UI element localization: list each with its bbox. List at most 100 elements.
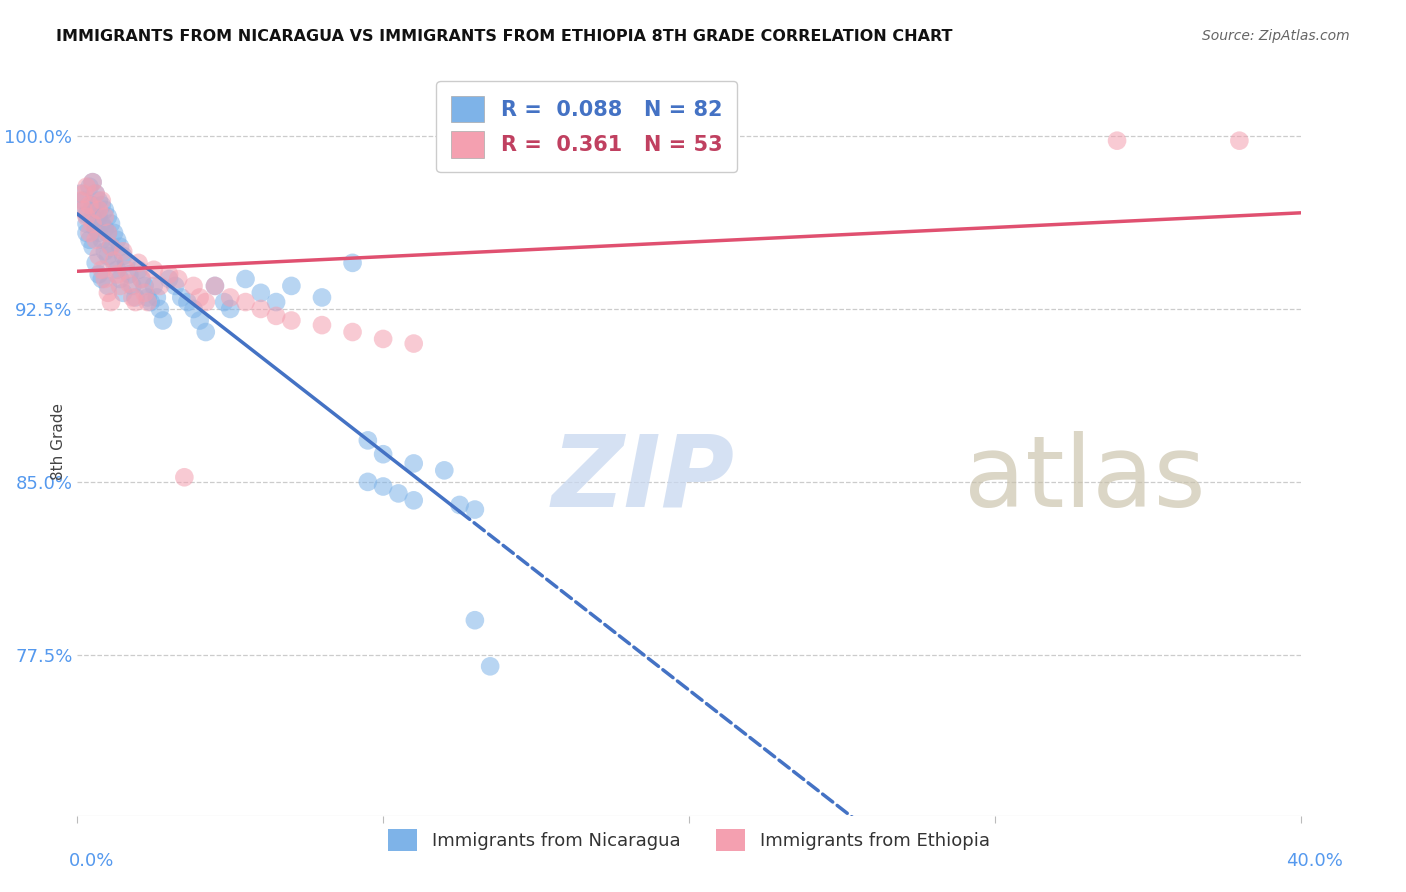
Point [84,202,107,217]
Text: Source: ZipAtlas.com: Source: ZipAtlas.com [1202,29,1350,43]
Point [142,279,165,293]
Point [82,198,104,212]
Point [264,295,287,310]
Point [115,262,138,277]
Point [82,175,104,189]
Point [142,262,165,277]
Point [87,249,110,263]
Point [76,226,98,240]
Point [72,202,94,217]
Point [79,233,101,247]
Point [108,240,131,254]
Point [183,301,205,316]
Point [250,285,273,300]
Point [100,240,122,254]
Point [112,285,135,300]
Point [124,295,146,310]
Point [139,295,162,310]
Point [90,217,112,231]
Text: atlas: atlas [965,431,1206,528]
Point [84,233,107,247]
Point [124,290,146,304]
Point [311,290,333,304]
Point [157,268,180,282]
Point [105,233,128,247]
Point [97,279,120,293]
Point [72,186,94,201]
Point [194,295,217,310]
Point [188,313,211,327]
Point [90,194,112,208]
Point [103,253,125,268]
Point [136,290,159,304]
Point [146,290,169,304]
Point [76,210,98,224]
Point [134,279,156,293]
Point [105,262,128,277]
Point [79,198,101,212]
Point [105,268,128,282]
Point [264,309,287,323]
Point [165,279,187,293]
Point [103,226,125,240]
Point [183,279,205,293]
Point [90,198,112,212]
Point [90,272,112,286]
Point [84,221,107,235]
Point [100,240,122,254]
Point [170,290,193,304]
Point [87,202,110,217]
Point [1107,134,1129,148]
Point [219,290,242,304]
Point [311,318,333,332]
Point [204,279,226,293]
Point [136,295,159,310]
Point [371,447,394,461]
Point [94,202,117,217]
Point [1229,134,1251,148]
Point [82,175,104,189]
Point [402,493,425,508]
Point [115,256,138,270]
Point [72,194,94,208]
Point [127,256,149,270]
Point [97,249,120,263]
Point [76,207,98,221]
Text: ZIP: ZIP [551,431,734,528]
Point [149,301,172,316]
Point [121,279,143,293]
Point [82,210,104,224]
Point [173,470,195,484]
Point [94,221,117,235]
Point [87,226,110,240]
Text: IMMIGRANTS FROM NICARAGUA VS IMMIGRANTS FROM ETHIOPIA 8TH GRADE CORRELATION CHAR: IMMIGRANTS FROM NICARAGUA VS IMMIGRANTS … [56,29,953,44]
Point [76,179,98,194]
Point [342,256,364,270]
Point [69,186,91,201]
Point [280,313,302,327]
Point [176,295,198,310]
Point [82,217,104,231]
Point [97,210,120,224]
Text: 0.0%: 0.0% [69,852,114,870]
Point [342,325,364,339]
Point [103,256,125,270]
Point [149,279,172,293]
Point [402,457,425,471]
Point [194,325,217,339]
Point [82,240,104,254]
Point [112,249,135,263]
Point [79,226,101,240]
Point [87,268,110,282]
Point [235,295,257,310]
Point [449,498,471,512]
Point [100,217,122,231]
Legend: Immigrants from Nicaragua, Immigrants from Ethiopia: Immigrants from Nicaragua, Immigrants fr… [381,822,997,858]
Point [121,290,143,304]
Point [387,486,409,500]
Point [131,272,153,286]
Point [97,285,120,300]
Point [131,272,153,286]
Point [464,613,486,627]
Point [464,502,486,516]
